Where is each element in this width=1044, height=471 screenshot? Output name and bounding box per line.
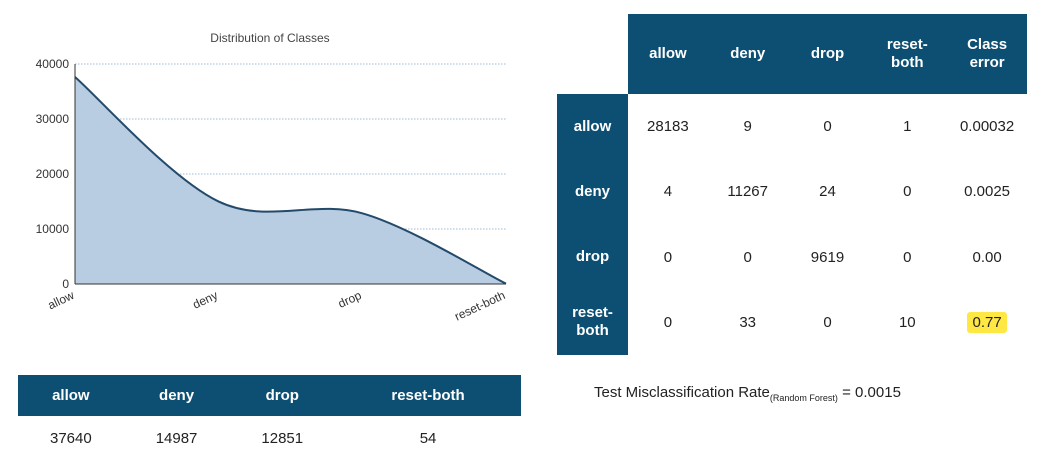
table-row: 28183 9 0 1 0.00032 xyxy=(628,94,1027,159)
misclassification-subscript: (Random Forest) xyxy=(770,393,838,403)
cm-cell-value: 0 xyxy=(898,181,916,202)
confusion-matrix-row-headers: allow deny drop reset-both xyxy=(557,94,628,355)
dist-value-reset-both: 54 xyxy=(335,416,521,460)
y-tick-label: 20000 xyxy=(36,167,70,181)
cm-col-header: allow xyxy=(628,14,708,94)
cm-cell: 0 xyxy=(708,225,788,290)
cm-row-header: deny xyxy=(557,159,628,224)
dist-header-allow: allow xyxy=(18,375,124,416)
cm-cell-value: 0 xyxy=(739,247,757,268)
table-row: 0 0 9619 0 0.00 xyxy=(628,225,1027,290)
cm-cell: 0 xyxy=(628,290,708,355)
cm-col-header: deny xyxy=(708,14,788,94)
cm-cell: 0.00 xyxy=(947,225,1027,290)
cm-cell: 4 xyxy=(628,159,708,224)
x-tick-label: deny xyxy=(190,288,220,312)
cm-col-header: drop xyxy=(788,14,868,94)
cm-cell: 24 xyxy=(788,159,868,224)
cm-cell-value: 24 xyxy=(814,181,841,202)
cm-cell: 1 xyxy=(867,94,947,159)
cm-cell-value: 0.00032 xyxy=(955,116,1019,137)
cm-cell: 0.00032 xyxy=(947,94,1027,159)
cm-col-label: deny xyxy=(730,45,765,63)
cm-cell: 0 xyxy=(788,290,868,355)
x-tick-label: reset-both xyxy=(452,288,507,324)
cm-cell-value: 0 xyxy=(818,312,836,333)
misclassification-rate: Test Misclassification Rate(Random Fores… xyxy=(594,384,901,403)
distribution-table-header: allow deny drop reset-both xyxy=(18,375,521,416)
cm-cell: 0 xyxy=(628,225,708,290)
cm-cell: 0.0025 xyxy=(947,159,1027,224)
cm-cell: 0 xyxy=(867,159,947,224)
cm-cell-value: 10 xyxy=(894,312,921,333)
dist-header-deny: deny xyxy=(124,375,230,416)
y-tick-label: 30000 xyxy=(36,112,70,126)
cm-cell-value: 0 xyxy=(898,247,916,268)
dist-value-allow: 37640 xyxy=(18,416,124,460)
cm-col-label: drop xyxy=(811,45,844,63)
cm-row-header: reset-both xyxy=(557,290,628,355)
cm-col-header: reset-both xyxy=(867,14,947,94)
dist-value-drop: 12851 xyxy=(229,416,335,460)
dist-header-reset-both: reset-both xyxy=(335,375,521,416)
cm-cell: 11267 xyxy=(708,159,788,224)
cm-col-label: allow xyxy=(649,45,687,63)
cm-cell-value: 4 xyxy=(659,181,677,202)
chart-title: Distribution of Classes xyxy=(210,31,329,45)
table-row: 4 11267 24 0 0.0025 xyxy=(628,159,1027,224)
cm-cell: 28183 xyxy=(628,94,708,159)
cm-cell-value: 28183 xyxy=(642,116,694,137)
cm-cell-value: 0 xyxy=(659,312,677,333)
cm-cell-value: 0 xyxy=(659,247,677,268)
cm-cell: 9619 xyxy=(788,225,868,290)
distribution-table: allow deny drop reset-both 37640 14987 1… xyxy=(18,375,521,460)
x-tick-label: allow xyxy=(46,288,77,312)
cm-cell-value: 33 xyxy=(734,312,761,333)
cm-col-label: reset-both xyxy=(879,36,935,72)
cm-cell-highlighted: 0.77 xyxy=(947,290,1027,355)
cm-cell: 0 xyxy=(867,225,947,290)
chart-svg: Distribution of Classes 0100002000030000… xyxy=(0,0,540,350)
table-row: 0 33 0 10 0.77 xyxy=(628,290,1027,355)
cm-row-header: drop xyxy=(557,225,628,290)
area-fill xyxy=(75,77,506,284)
table-row: 37640 14987 12851 54 xyxy=(18,416,521,460)
distribution-chart: Distribution of Classes 0 10000 20000 30000… xyxy=(0,0,540,350)
cm-row-label: reset-both xyxy=(568,304,618,340)
cm-cell: 33 xyxy=(708,290,788,355)
cm-cell-value: 0.0025 xyxy=(959,181,1015,202)
cm-cell-value: 0 xyxy=(818,116,836,137)
cm-col-label: Class error xyxy=(959,36,1015,72)
y-tick-label: 10000 xyxy=(36,222,70,236)
cm-cell-value: 9 xyxy=(739,116,757,137)
cm-col-header: Class error xyxy=(947,14,1027,94)
cm-cell: 0 xyxy=(788,94,868,159)
misclassification-value: = 0.0015 xyxy=(842,384,901,401)
cm-row-label: deny xyxy=(575,183,610,201)
confusion-matrix-body: 28183 9 0 1 0.00032 4 11267 24 0 0.0025 … xyxy=(628,94,1027,355)
cm-cell: 10 xyxy=(867,290,947,355)
x-tick-label: drop xyxy=(336,288,364,311)
cm-cell-value: 11267 xyxy=(722,181,773,202)
cm-cell: 9 xyxy=(708,94,788,159)
dist-header-drop: drop xyxy=(229,375,335,416)
cm-cell-value: 9619 xyxy=(806,247,849,268)
confusion-matrix-col-headers: allow deny drop reset-both Class error xyxy=(628,14,1027,94)
misclassification-label: Test Misclassification Rate xyxy=(594,384,770,401)
cm-row-label: allow xyxy=(574,118,612,136)
y-tick-label: 40000 xyxy=(36,57,70,71)
dist-value-deny: 14987 xyxy=(124,416,230,460)
cm-cell-value: 0.77 xyxy=(967,312,1006,333)
cm-cell-value: 0.00 xyxy=(967,247,1006,268)
cm-row-header: allow xyxy=(557,94,628,159)
cm-cell-value: 1 xyxy=(898,116,916,137)
cm-row-label: drop xyxy=(576,248,609,266)
